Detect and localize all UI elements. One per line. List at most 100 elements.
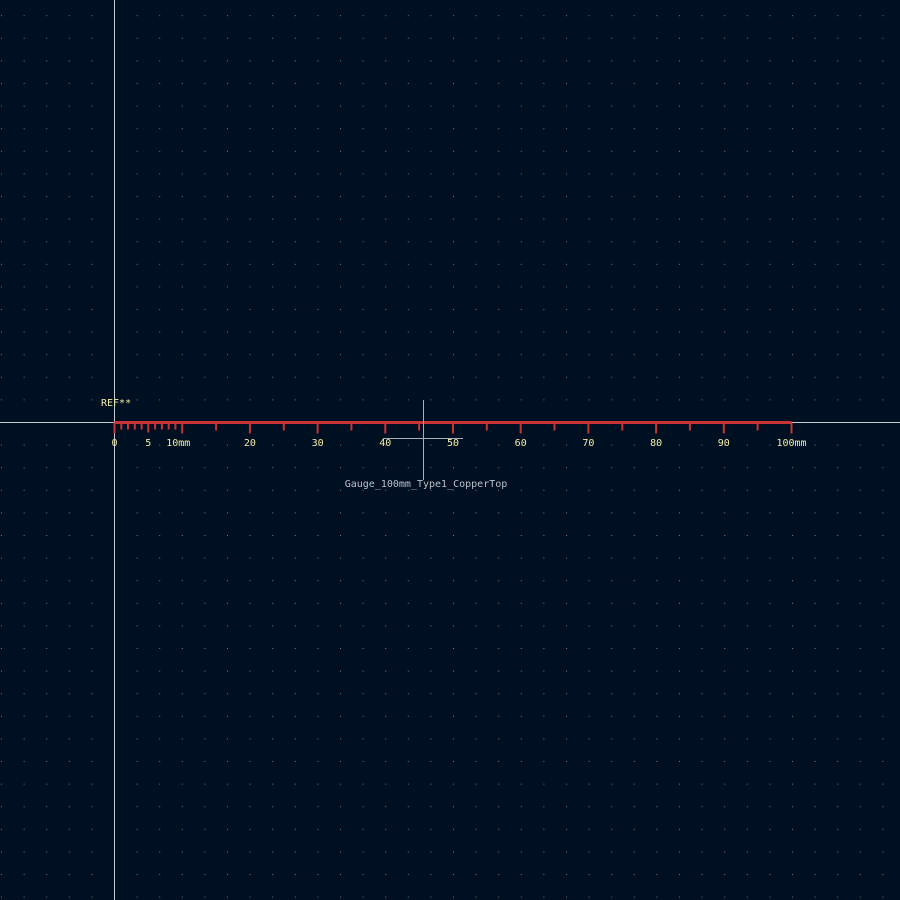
grid-dot [837, 83, 839, 84]
grid-dot [430, 602, 432, 604]
grid-dot [792, 806, 793, 808]
grid-dot [340, 670, 341, 672]
grid-dot [91, 489, 93, 491]
grid-dot [46, 60, 48, 62]
grid-dot [701, 874, 703, 875]
grid-dot [317, 286, 319, 288]
grid-dot [611, 331, 613, 333]
footprint-anchor-crosshair[interactable] [383, 400, 463, 480]
grid-dot [724, 828, 726, 830]
grid-dot [68, 512, 70, 514]
grid-dot [227, 489, 228, 491]
grid-dot [272, 693, 274, 695]
grid-dot [543, 648, 545, 649]
grid-dot [407, 648, 409, 649]
grid-dot [633, 218, 635, 220]
grid-dot [859, 263, 861, 265]
grid-dot [294, 648, 296, 649]
grid-dot [701, 602, 703, 604]
grid-dot [633, 444, 635, 446]
grid-dot [430, 309, 432, 310]
grid-dot [498, 331, 500, 333]
grid-dot [475, 15, 477, 17]
grid-dot [543, 309, 545, 310]
grid-dot [859, 83, 861, 84]
grid-dot [543, 738, 545, 740]
grid-dot [317, 331, 319, 333]
grid-dot [136, 489, 138, 491]
grid-dot [294, 896, 296, 898]
grid-dot [588, 467, 590, 469]
grid-dot [679, 489, 680, 491]
grid-dot [769, 37, 771, 39]
grid-dot [46, 399, 48, 401]
grid-dot [317, 196, 319, 197]
grid-dot [453, 37, 454, 39]
grid-dot [882, 467, 884, 469]
grid-dot [588, 874, 590, 875]
grid-dot [136, 83, 138, 84]
grid-dot [91, 851, 93, 853]
grid-dot [792, 218, 793, 220]
grid-dot [227, 670, 228, 672]
grid-dot [272, 331, 274, 333]
grid-dot [859, 693, 861, 695]
grid-dot [46, 467, 48, 469]
grid-dot [746, 376, 748, 378]
grid-dot [91, 128, 93, 130]
grid-dot [227, 806, 228, 808]
grid-dot [588, 761, 590, 762]
grid-dot [859, 580, 861, 582]
grid-dot [249, 399, 251, 401]
grid-dot [91, 467, 93, 469]
grid-dot [859, 467, 861, 469]
grid-dot [249, 738, 251, 740]
grid-dot [814, 535, 816, 536]
grid-dot [814, 715, 816, 717]
grid-dot [543, 896, 545, 898]
gauge-footprint[interactable]: 0 5 10mm 20 30 40 50 60 70 80 90 100mm [111, 421, 807, 450]
grid-dot [68, 60, 70, 62]
grid-dot [91, 602, 93, 604]
grid-dot [633, 286, 635, 288]
grid-dot [159, 354, 161, 356]
grid-dot [566, 851, 567, 853]
grid-dot [68, 196, 70, 197]
grid-dot [656, 37, 658, 39]
grid-dot [679, 354, 680, 356]
grid-dot [724, 60, 726, 62]
grid-dot [91, 715, 93, 717]
grid-dot [746, 309, 748, 310]
grid-dot [385, 83, 387, 84]
grid-dot [701, 60, 703, 62]
grid-dot [520, 806, 522, 808]
grid-dot [181, 670, 183, 672]
grid-dot [679, 286, 680, 288]
grid-dot [272, 602, 274, 604]
grid-dot [407, 331, 409, 333]
grid-dot [543, 783, 545, 785]
grid-dot [837, 60, 839, 62]
grid-dot [633, 896, 635, 898]
grid-dot [724, 648, 726, 649]
grid-dot [385, 535, 387, 536]
grid-dot [204, 648, 206, 649]
grid-dot [272, 896, 274, 898]
reference-designator-label[interactable]: REF** [101, 398, 131, 409]
grid-dot [136, 37, 138, 39]
footprint-value-label[interactable]: Gauge_100mm_Type1_CopperTop [345, 479, 508, 490]
grid-dot [679, 828, 680, 830]
grid-dot [91, 693, 93, 695]
grid-dot [566, 783, 567, 785]
grid-dot [272, 83, 274, 84]
grid-dot [407, 693, 409, 695]
grid-dot [181, 738, 183, 740]
grid-dot [588, 150, 590, 152]
grid-dot [272, 670, 274, 672]
grid-dot [859, 444, 861, 446]
grid-dot [1, 580, 2, 582]
grid-dot [498, 625, 500, 627]
grid-dot [136, 693, 138, 695]
gauge-copper-ticks[interactable] [113, 421, 793, 434]
